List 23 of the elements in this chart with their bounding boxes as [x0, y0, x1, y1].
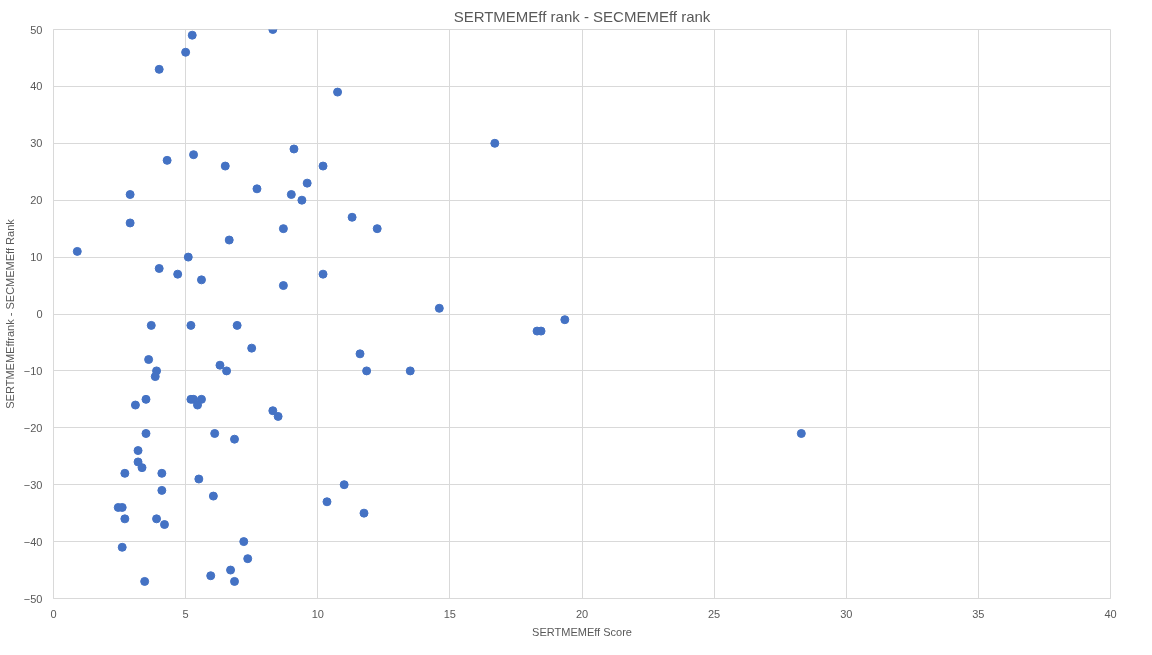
y-tick-label: 10 [30, 251, 43, 264]
x-tick-label: 5 [182, 607, 189, 620]
y-tick-label: −30 [23, 478, 43, 491]
x-tick-label: 40 [1104, 607, 1117, 620]
x-tick-label: 20 [575, 607, 589, 620]
chart-title: SERTMEMEff rank - SECMEMEff rank [453, 7, 711, 25]
x-axis-title: SERTMEMEff Score [532, 625, 632, 638]
y-tick-label: 40 [30, 80, 43, 93]
x-tick-label: 0 [50, 607, 57, 620]
y-tick-label: −40 [23, 535, 43, 548]
x-tick-label: 10 [311, 607, 324, 620]
x-tick-label: 25 [708, 607, 721, 620]
y-tick-label: −50 [23, 592, 43, 605]
y-tick-label: −10 [23, 364, 43, 377]
y-tick-label: 0 [36, 308, 43, 320]
y-axis-title: SERTMEMEffrank - SECMEMEff Rank [3, 218, 16, 409]
x-tick-label: 15 [443, 607, 457, 620]
x-tick-label: 35 [972, 607, 985, 620]
y-tick-label: 20 [30, 194, 43, 207]
y-tick-label: 30 [30, 137, 43, 150]
y-tick-label: −20 [23, 421, 43, 434]
y-tick-label: 50 [30, 23, 43, 36]
x-tick-label: 30 [840, 607, 853, 620]
